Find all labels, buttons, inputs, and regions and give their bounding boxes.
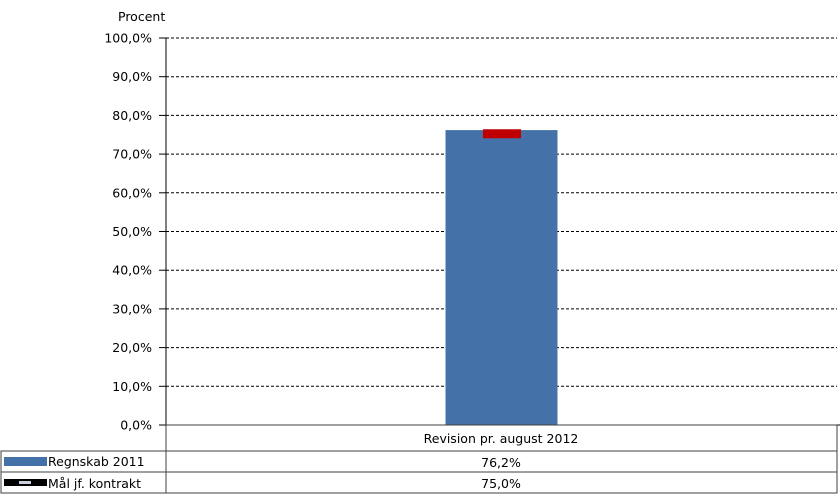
legend-label-maal: Mål jf. kontrakt: [48, 476, 141, 491]
target-markers: [483, 129, 521, 139]
y-tick-label: 30,0%: [112, 301, 152, 316]
y-tick-label: 10,0%: [112, 379, 152, 394]
y-tick-label: 80,0%: [112, 108, 152, 123]
bar-0-0: [445, 130, 558, 425]
y-tick-label: 50,0%: [112, 224, 152, 239]
legend-swatch-marker: [4, 479, 47, 486]
y-tick-label: 60,0%: [112, 185, 152, 200]
legend-label-regnskab: Regnskab 2011: [48, 454, 145, 469]
legend-swatch-bar: [4, 457, 47, 466]
value-label-maal: 75,0%: [481, 476, 521, 491]
category-label: Revision pr. august 2012: [424, 431, 579, 446]
y-tick-label: 20,0%: [112, 340, 152, 355]
target-marker-0: [483, 129, 521, 139]
y-tick-label: 40,0%: [112, 263, 152, 278]
y-tick-labels: 0,0% 10,0% 20,0% 30,0% 40,0% 50,0% 60,0% 70,0% 8…: [104, 31, 166, 433]
y-tick-label: 100,0%: [104, 31, 152, 46]
y-tick-label: 90,0%: [112, 69, 152, 84]
y-tick-label: 0,0%: [120, 418, 152, 433]
y-axis-title: Procent: [118, 9, 165, 24]
data-table: Revision pr. august 2012 Regnskab 2011 7…: [0, 424, 838, 494]
y-tick-label: 70,0%: [112, 147, 152, 162]
value-label-regnskab: 76,2%: [481, 455, 521, 470]
bars: [445, 130, 558, 425]
table-row-value-cell: [165, 471, 838, 494]
